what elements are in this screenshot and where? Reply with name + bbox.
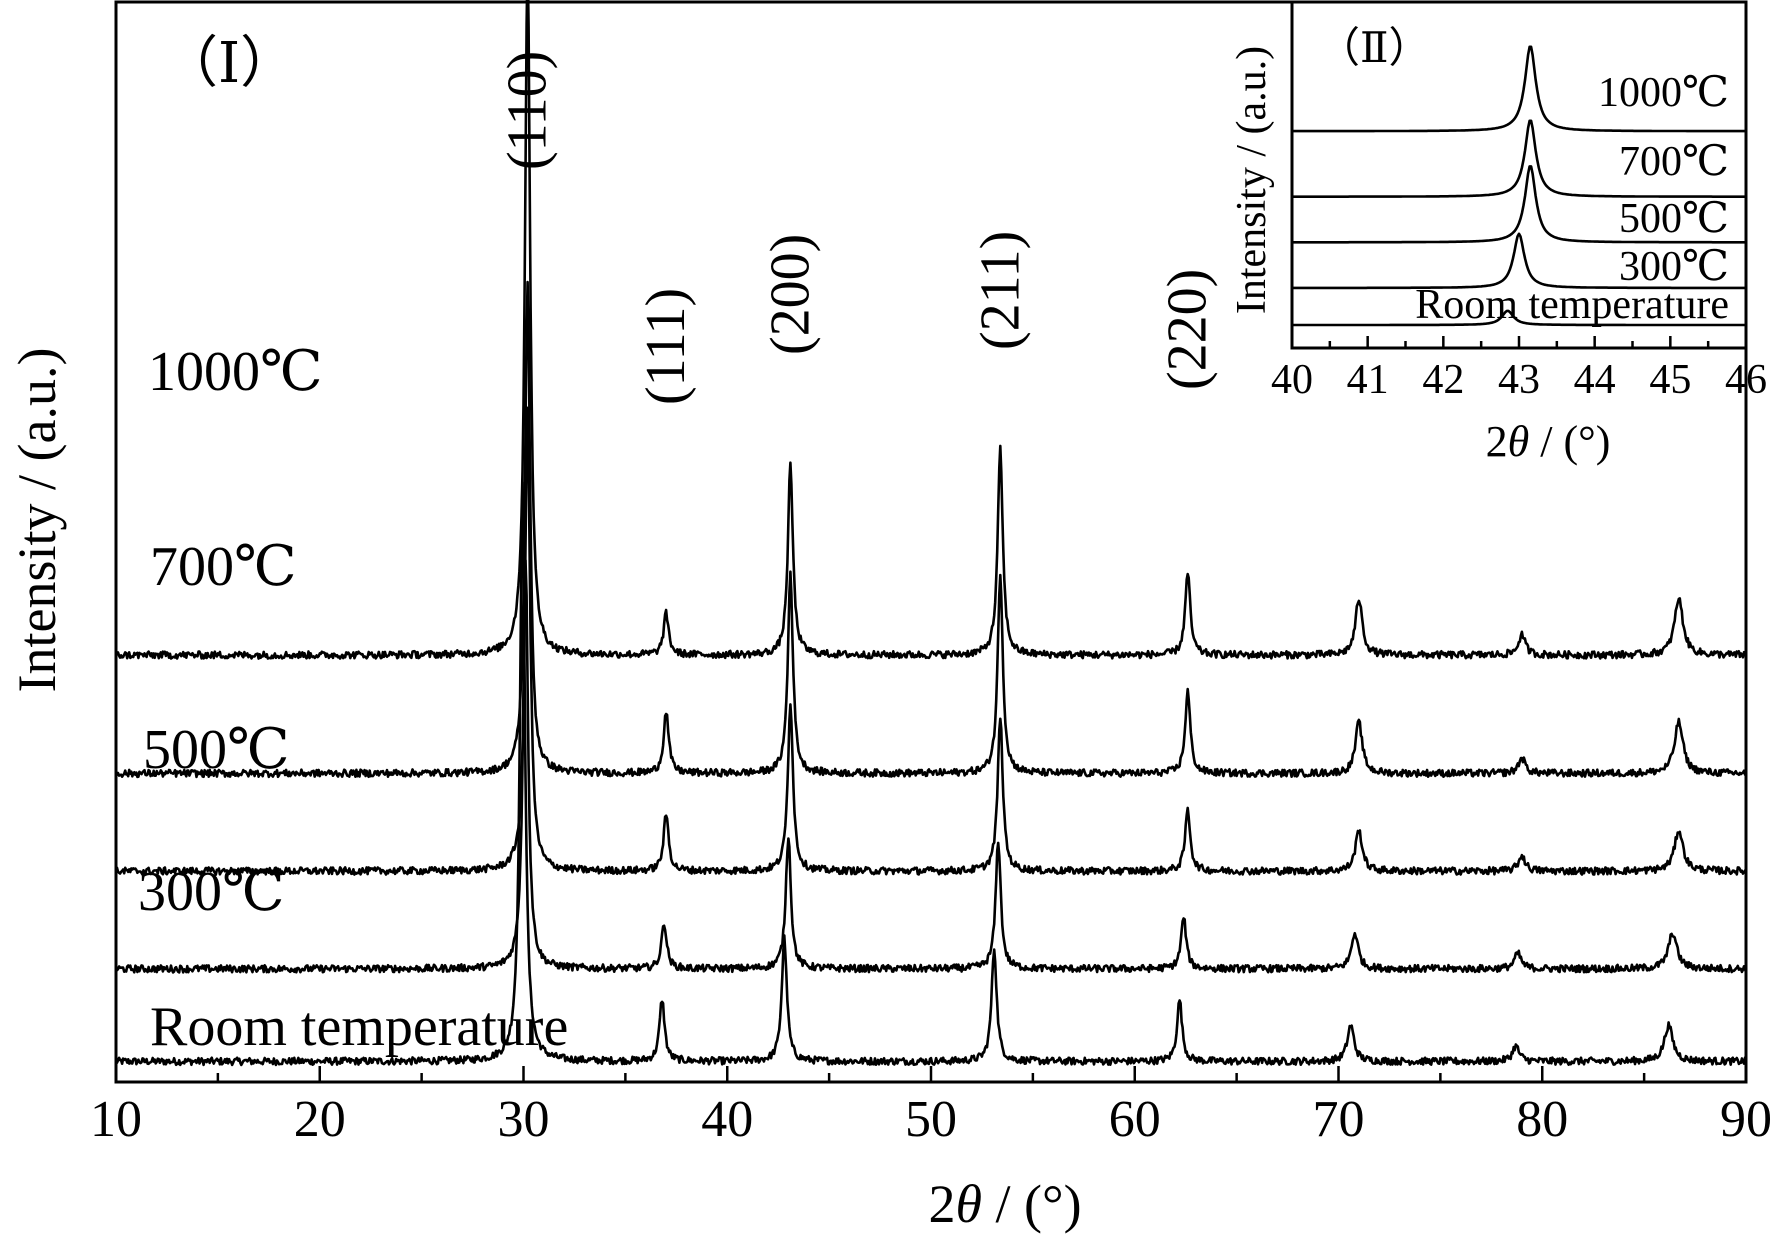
main-x-tick-label: 10 — [90, 1091, 142, 1148]
main-x-tick-label: 30 — [498, 1091, 550, 1148]
main-series-line — [115, 559, 1748, 974]
main-series-labels: Room temperature 300℃ 500℃ 700℃ 1000℃ — [138, 341, 568, 1058]
main-x-tick-label: 60 — [1109, 1091, 1161, 1148]
main-series-line — [115, 280, 1748, 779]
main-series-label: Room temperature — [150, 996, 568, 1058]
main-x-axis-label: 2θ / (°) — [928, 1174, 1081, 1234]
main-peak-label: (211) — [969, 231, 1031, 350]
inset-series-label: 300℃ — [1619, 244, 1729, 290]
main-x-tick-label: 70 — [1313, 1091, 1365, 1148]
inset-series-label: Room temperature — [1415, 282, 1729, 328]
inset-series-label: 500℃ — [1619, 196, 1729, 242]
main-traces — [114, 0, 1748, 1067]
main-x-tick-label: 20 — [294, 1091, 346, 1148]
main-series-label: 300℃ — [138, 861, 285, 923]
main-series-line — [114, 480, 1748, 1067]
main-x-tick-label: 40 — [701, 1091, 753, 1148]
main-x-ticks — [114, 1066, 1748, 1082]
inset-x-tick-label: 43 — [1498, 357, 1540, 403]
inset-x-ticks — [1290, 336, 1748, 348]
inset-series-line — [1292, 165, 1746, 244]
main-series-line — [114, 406, 1748, 876]
main-series-label: 700℃ — [150, 536, 297, 598]
main-peak-labels: (110) (111) (200) (211) (220) — [497, 51, 1219, 405]
main-x-tick-label: 50 — [905, 1091, 957, 1148]
inset-x-axis-label: 2θ / (°) — [1486, 417, 1611, 466]
main-x-tick-labels: 10 20 30 40 50 60 70 80 90 — [90, 1091, 1772, 1148]
inset-series-label: 700℃ — [1619, 139, 1729, 185]
main-y-axis-label: Intensity / (a.u.) — [7, 348, 67, 693]
inset-x-tick-label: 40 — [1271, 357, 1313, 403]
main-panel: 10 20 30 40 50 60 70 80 90 Room temperature300℃5… — [7, 0, 1772, 1234]
inset-series-line — [1292, 119, 1746, 198]
main-peak-label: (111) — [635, 288, 697, 405]
main-peak-label: (200) — [759, 234, 821, 355]
inset-x-tick-label: 45 — [1649, 357, 1691, 403]
main-x-tick-label: 80 — [1516, 1091, 1568, 1148]
main-series-line — [115, 0, 1748, 660]
main-peak-label: (110) — [497, 51, 559, 170]
inset-series-line — [1292, 232, 1746, 290]
inset-x-tick-label: 41 — [1347, 357, 1389, 403]
inset-series-label: 1000℃ — [1598, 70, 1729, 116]
main-series-label: 1000℃ — [148, 341, 323, 403]
inset-traces — [1292, 45, 1746, 327]
inset-x-tick-label: 42 — [1422, 357, 1464, 403]
inset-series-line — [1292, 45, 1746, 133]
main-peak-label: (220) — [1157, 269, 1219, 390]
inset-panel-label: （Ⅱ） — [1318, 26, 1431, 72]
inset-y-axis-label: Intensity / (a.u.) — [1229, 46, 1275, 314]
inset-x-tick-labels: 40 41 42 43 44 45 46 — [1271, 357, 1767, 403]
inset-x-tick-label: 46 — [1725, 357, 1767, 403]
main-panel-label: （Ⅰ） — [162, 33, 296, 95]
main-x-tick-label: 90 — [1720, 1091, 1772, 1148]
main-series-label: 500℃ — [143, 719, 290, 781]
inset-series-line — [1292, 309, 1746, 327]
inset-x-tick-label: 44 — [1574, 357, 1616, 403]
